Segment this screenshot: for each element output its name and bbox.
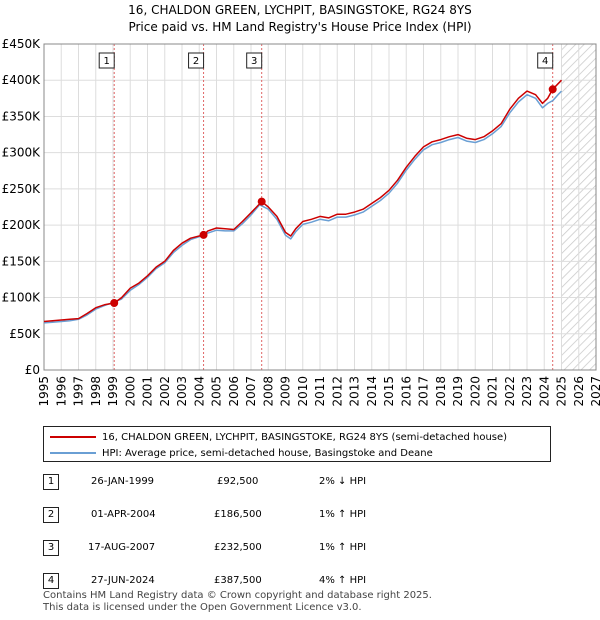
sale-number-label: 3 (251, 56, 257, 67)
y-tick-label: £100K (2, 291, 42, 305)
sale-date: 17-AUG-2007 (88, 542, 156, 553)
sale-number-box (188, 52, 205, 69)
sale-number-badge: 2 (43, 507, 59, 523)
footer-attribution: Contains HM Land Registry data © Crown c… (43, 590, 432, 614)
y-tick-label: £250K (2, 182, 42, 196)
sale-number-box (98, 52, 115, 69)
legend-hpi-label: HPI: Average price, semi-detached house,… (102, 447, 433, 459)
sale-date: 27-JUN-2024 (91, 575, 155, 586)
sale-number-box (537, 52, 554, 69)
hpi-line (43, 90, 563, 324)
x-tick-label: 1999 (106, 376, 120, 407)
sale-number-label: 4 (542, 56, 548, 67)
x-tick-label: 2001 (141, 376, 155, 407)
sale-hpi-diff: 4% ↑ HPI (319, 575, 367, 586)
price-chart: £0 £50K £100K £150K £200K £250K £300K £350K £400… (2, 37, 600, 407)
sale-hpi-diff: 1% ↑ HPI (319, 542, 367, 553)
x-tick-label: 1995 (37, 376, 51, 407)
x-tick-label: 2003 (175, 376, 189, 407)
property-price-line (43, 79, 563, 323)
chart-title: 16, CHALDON GREEN, LYCHPIT, BASINGSTOKE,… (128, 3, 472, 17)
legend: 16, CHALDON GREEN, LYCHPIT, BASINGSTOKE,… (43, 426, 551, 462)
table-row: 3 17-AUG-2007 £232,500 1% ↑ HPI (0, 540, 600, 558)
sale-hpi-diff: 2% ↓ HPI (319, 476, 367, 487)
y-tick-label: £50K (9, 327, 41, 341)
table-row: 4 27-JUN-2024 £387,500 4% ↑ HPI (0, 573, 600, 591)
sale-number-badge: 3 (43, 540, 59, 556)
x-tick-label: 1996 (54, 376, 68, 407)
y-tick-label: £150K (2, 254, 42, 268)
legend-item-property: 16, CHALDON GREEN, LYCHPIT, BASINGSTOKE,… (50, 430, 507, 444)
y-tick-label: £0 (25, 363, 40, 377)
x-tick-label: 2005 (210, 376, 224, 407)
property-line-swatch (50, 436, 96, 438)
sale-price: £232,500 (214, 542, 262, 553)
sale-point (199, 230, 208, 239)
x-tick-label: 2019 (451, 376, 465, 407)
sale-number-badge: 1 (43, 474, 59, 490)
legend-item-hpi: HPI: Average price, semi-detached house,… (50, 446, 433, 460)
x-tick-label: 2009 (279, 376, 293, 407)
x-tick-label: 2027 (589, 376, 600, 407)
x-tick-label: 2020 (468, 376, 482, 407)
x-tick-label: 2010 (296, 376, 310, 407)
legend-property-label: 16, CHALDON GREEN, LYCHPIT, BASINGSTOKE,… (102, 431, 508, 443)
y-tick-label: £400K (2, 73, 42, 87)
sale-number-badge: 4 (43, 573, 59, 589)
x-tick-label: 2012 (330, 376, 344, 407)
sale-number-label: 2 (193, 56, 199, 67)
chart-subtitle: Price paid vs. HM Land Registry's House … (128, 20, 472, 34)
x-tick-label: 2004 (192, 376, 206, 407)
x-tick-label: 2014 (365, 376, 379, 407)
sale-number-label: 1 (104, 56, 110, 67)
x-tick-label: 2022 (503, 376, 517, 407)
x-tick-label: 1997 (72, 376, 86, 407)
x-tick-label: 2024 (537, 376, 551, 407)
x-tick-label: 2008 (261, 376, 275, 407)
x-tick-label: 2023 (520, 376, 534, 407)
sale-price: £186,500 (214, 509, 262, 520)
x-tick-label: 2006 (227, 376, 241, 407)
sale-price: £92,500 (217, 476, 259, 487)
y-tick-label: £350K (2, 109, 42, 123)
sale-date: 01-APR-2004 (91, 509, 156, 520)
x-tick-label: 2025 (555, 376, 569, 407)
sale-date: 26-JAN-1999 (91, 476, 155, 487)
table-row: 1 26-JAN-1999 £92,500 2% ↓ HPI (0, 474, 600, 492)
x-tick-label: 2002 (158, 376, 172, 407)
x-tick-label: 2000 (123, 376, 137, 407)
x-tick-label: 1998 (89, 376, 103, 407)
sale-point (257, 197, 266, 206)
x-tick-label: 2026 (572, 376, 586, 407)
plot-frame (43, 43, 597, 371)
x-tick-label: 2021 (486, 376, 500, 407)
sale-hpi-diff: 1% ↑ HPI (319, 509, 367, 520)
y-tick-label: £450K (2, 37, 42, 51)
x-tick-label: 2015 (382, 376, 396, 407)
hpi-line-swatch (50, 452, 96, 454)
x-tick-label: 2016 (399, 376, 413, 407)
sale-price: £387,500 (214, 575, 262, 586)
x-tick-label: 2007 (244, 376, 258, 407)
sale-point (110, 298, 119, 307)
x-tick-label: 2017 (417, 376, 431, 407)
table-row: 2 01-APR-2004 £186,500 1% ↑ HPI (0, 507, 600, 525)
y-tick-label: £200K (2, 218, 42, 232)
sale-number-box (246, 52, 263, 69)
x-tick-label: 2013 (348, 376, 362, 407)
sale-point (548, 85, 557, 94)
y-tick-label: £300K (2, 146, 42, 160)
x-tick-label: 2018 (434, 376, 448, 407)
x-tick-label: 2011 (313, 376, 327, 407)
footer-copyright: Contains HM Land Registry data © Crown c… (43, 590, 432, 601)
footer-licence: This data is licensed under the Open Gov… (43, 602, 362, 613)
